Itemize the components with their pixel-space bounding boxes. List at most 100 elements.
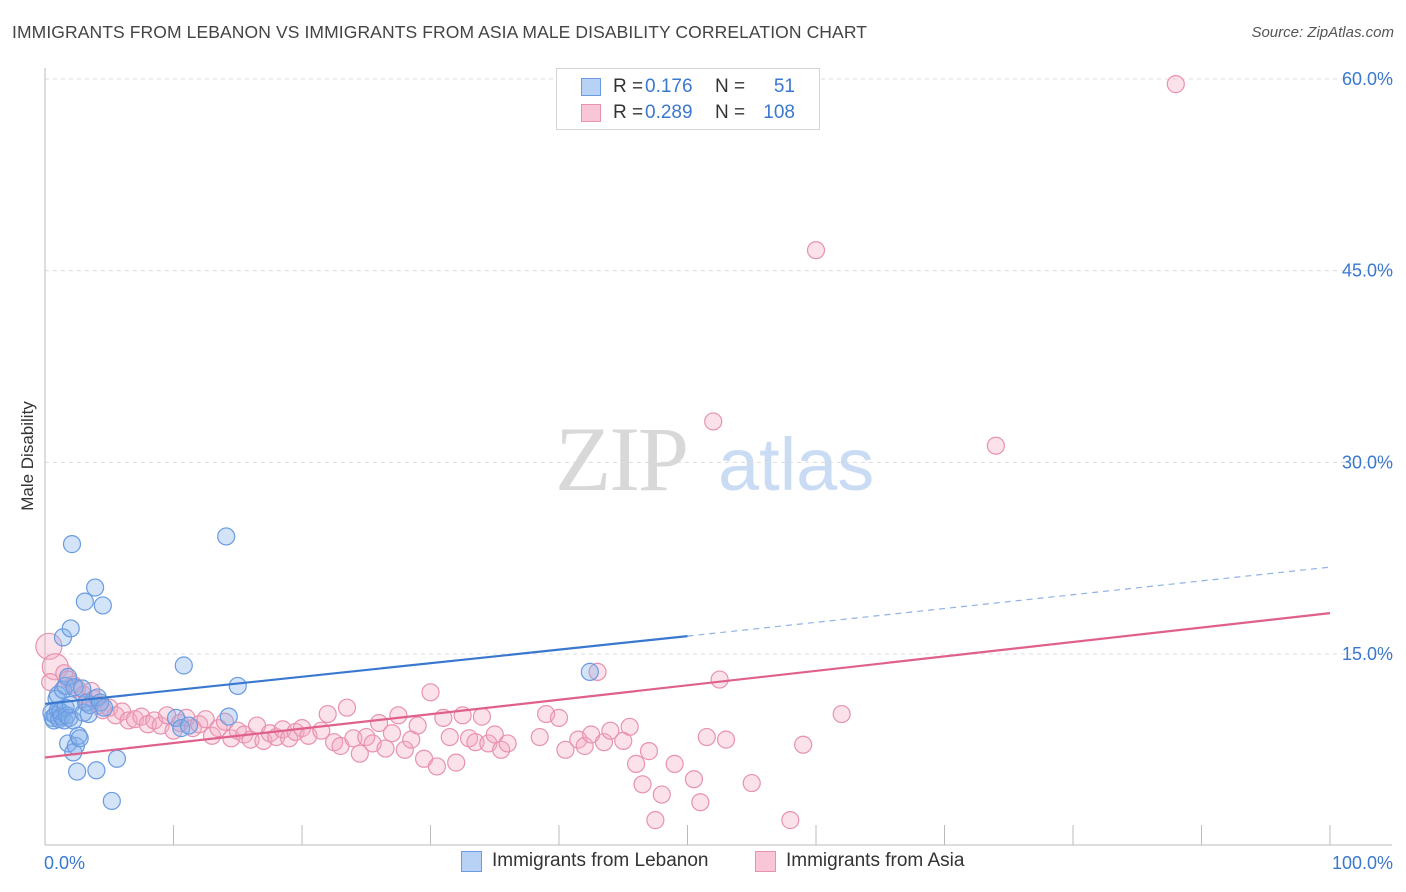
point-asia-91 xyxy=(684,770,704,789)
legend-row-lebanon: R = 0.176 N = 51 xyxy=(581,75,795,99)
point-asia-54 xyxy=(382,724,402,743)
series-swatch-lebanon xyxy=(461,850,482,872)
point-asia-84 xyxy=(620,717,639,736)
point-asia-44 xyxy=(318,704,337,724)
point-lebanon-40 xyxy=(95,698,114,717)
point-asia-96 xyxy=(716,730,736,749)
point-asia-72 xyxy=(498,734,517,753)
series-legend-asia: Immigrants from Asia xyxy=(755,850,964,872)
point-asia-103 xyxy=(1166,75,1185,94)
point-asia-86 xyxy=(633,775,652,794)
legend-n-label: N = xyxy=(715,76,746,97)
point-lebanon-21 xyxy=(62,535,82,554)
legend-r-value: 0.176 xyxy=(645,76,693,97)
legend-n-label: N = xyxy=(715,102,746,123)
y-tick-label-60: 60.0% xyxy=(1342,69,1393,89)
y-tick-labels: 15.0% 30.0% 45.0% 60.0% xyxy=(1342,69,1393,664)
series-legend-lebanon: Immigrants from Lebanon xyxy=(461,850,709,872)
point-asia-87 xyxy=(639,742,659,761)
point-lebanon-48 xyxy=(219,707,238,726)
legend-n-value: 51 xyxy=(773,76,795,97)
legend-r-value: 0.289 xyxy=(645,102,693,123)
series-label-asia: Immigrants from Asia xyxy=(786,850,965,871)
point-asia-61 xyxy=(427,757,447,776)
point-asia-76 xyxy=(556,740,575,759)
point-asia-63 xyxy=(440,727,459,747)
point-asia-93 xyxy=(697,727,716,747)
point-asia-98 xyxy=(781,811,800,830)
point-lebanon-47 xyxy=(217,527,236,546)
point-lebanon-17 xyxy=(59,667,78,687)
point-asia-64 xyxy=(447,753,466,772)
correlation-legend: R = 0.176 N = 51 R = 0.289 N = 108 xyxy=(556,68,820,130)
point-asia-90 xyxy=(665,754,684,773)
legend-n-value: 108 xyxy=(763,102,795,123)
series-swatch-asia xyxy=(755,850,776,872)
legend-r-label: R = xyxy=(613,76,644,97)
source-label: Source: ZipAtlas.com xyxy=(1251,24,1394,41)
legend-swatch-asia xyxy=(581,104,601,122)
point-asia-92 xyxy=(691,793,710,812)
point-asia-85 xyxy=(626,754,646,773)
point-asia-75 xyxy=(549,708,569,727)
point-lebanon-28 xyxy=(70,729,89,748)
point-lebanon-26 xyxy=(68,762,87,781)
point-asia-58 xyxy=(408,716,427,735)
y-tick-label-45: 45.0% xyxy=(1342,261,1393,281)
point-lebanon-35 xyxy=(86,578,105,597)
point-asia-94 xyxy=(704,412,723,431)
x-tick-labels: 0.0% 100.0% xyxy=(44,853,1393,873)
point-asia-99 xyxy=(794,735,813,754)
point-asia-53 xyxy=(376,739,395,758)
point-asia-88 xyxy=(646,811,665,830)
point-asia-82 xyxy=(601,721,620,740)
point-asia-60 xyxy=(421,683,440,702)
point-asia-26 xyxy=(196,710,215,729)
watermark: ZIP atlas xyxy=(555,408,874,510)
point-asia-47 xyxy=(337,698,357,717)
series-label-lebanon: Immigrants from Lebanon xyxy=(492,850,709,871)
point-lebanon-31 xyxy=(75,592,94,611)
point-asia-100 xyxy=(806,241,826,260)
point-asia-80 xyxy=(588,662,607,681)
legend-swatch-lebanon xyxy=(581,78,601,96)
trend-line-lebanon xyxy=(44,635,688,705)
legend-row-asia: R = 0.289 N = 108 xyxy=(581,101,795,125)
y-tick-label-15: 15.0% xyxy=(1342,644,1393,664)
point-lebanon-36 xyxy=(87,761,106,780)
x-tick-label-max: 100.0% xyxy=(1332,853,1393,873)
watermark-zip: ZIP xyxy=(555,408,687,510)
point-lebanon-49 xyxy=(228,676,247,696)
x-tick-label-min: 0.0% xyxy=(44,853,85,873)
point-asia-95 xyxy=(710,670,729,689)
trend-lines xyxy=(44,566,1331,759)
point-asia-78 xyxy=(575,736,594,756)
point-asia-81 xyxy=(594,733,614,752)
chart-title: IMMIGRANTS FROM LEBANON VS IMMIGRANTS FR… xyxy=(12,22,868,42)
point-lebanon-46 xyxy=(179,716,199,735)
grid-lines xyxy=(45,78,1392,655)
watermark-atlas: atlas xyxy=(718,423,874,506)
point-asia-49 xyxy=(350,744,369,763)
point-asia-55 xyxy=(389,706,408,725)
legend-r-label: R = xyxy=(613,102,644,123)
point-lebanon-24 xyxy=(65,678,84,697)
series-legend: Immigrants from Lebanon Immigrants from … xyxy=(0,850,1406,878)
point-asia-70 xyxy=(485,725,504,744)
point-lebanon-39 xyxy=(93,596,112,615)
point-asia-102 xyxy=(986,436,1006,455)
point-asia-97 xyxy=(742,773,761,793)
point-asia-101 xyxy=(832,704,851,724)
point-lebanon-41 xyxy=(102,791,121,811)
trend-line-asia xyxy=(44,612,1331,759)
point-lebanon-20 xyxy=(61,619,80,638)
point-asia-56 xyxy=(395,740,414,759)
point-asia-89 xyxy=(652,785,671,804)
y-axis-label: Male Disability xyxy=(18,401,37,511)
point-lebanon-50 xyxy=(580,662,599,681)
trend-line-lebanon-extension xyxy=(687,566,1331,637)
point-lebanon-45 xyxy=(174,656,193,675)
point-lebanon-29 xyxy=(73,679,92,698)
point-lebanon-42 xyxy=(107,749,127,768)
